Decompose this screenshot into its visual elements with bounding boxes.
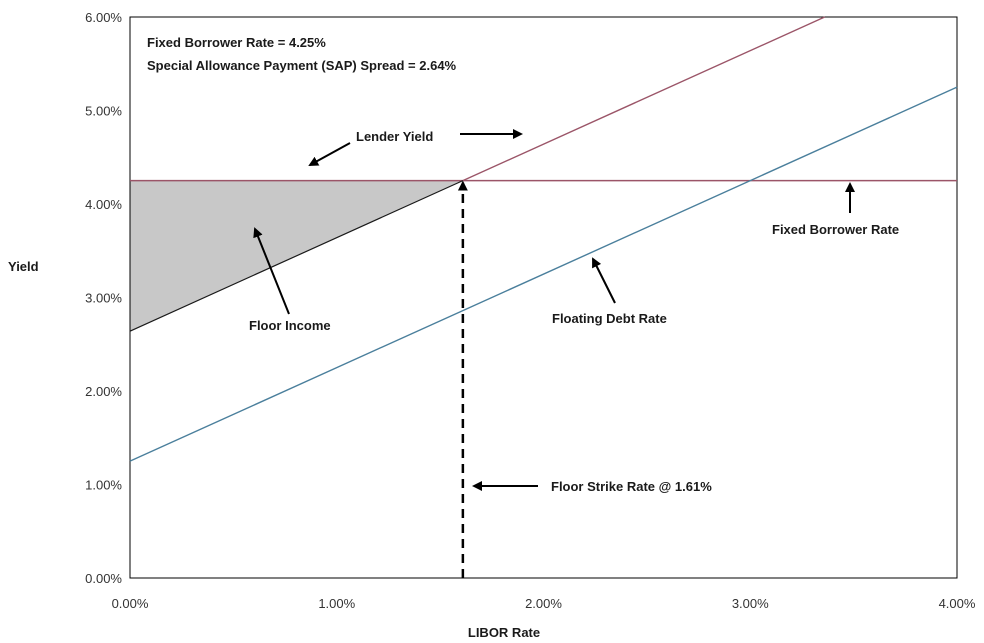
- y-tick-label: 4.00%: [85, 197, 122, 212]
- label-floor-strike-rate: Floor Strike Rate @ 1.61%: [551, 479, 712, 494]
- plot-area-frame: [129, 16, 958, 579]
- info-fixed-borrower-rate: Fixed Borrower Rate = 4.25%: [147, 35, 326, 50]
- x-tick-label: 3.00%: [732, 596, 769, 611]
- info-sap-spread: Special Allowance Payment (SAP) Spread =…: [147, 58, 457, 73]
- y-tick-label: 5.00%: [85, 104, 122, 119]
- y-tick-label: 6.00%: [85, 10, 122, 25]
- arrow-floor-income: [253, 227, 290, 315]
- series-line-lender-yield-below-strike: [129, 180, 464, 332]
- y-tick-label: 3.00%: [85, 291, 122, 306]
- label-floor-income: Floor Income: [249, 318, 331, 333]
- y-axis-title: Yield: [8, 259, 39, 274]
- arrow-floating-debt-rate: [592, 257, 616, 304]
- y-tick-label: 2.00%: [85, 384, 122, 399]
- x-tick-label: 0.00%: [112, 596, 149, 611]
- x-tick-label: 1.00%: [318, 596, 355, 611]
- y-axis-tick-labels: 0.00% 1.00% 2.00% 3.00% 4.00% 5.00% 6.00%: [85, 10, 122, 586]
- series-line-lender-yield-above-strike: [462, 16, 825, 182]
- label-floating-debt-rate: Floating Debt Rate: [552, 311, 667, 326]
- x-axis-title: LIBOR Rate: [468, 625, 540, 640]
- label-lender-yield: Lender Yield: [356, 129, 433, 144]
- series-line-floating-debt-rate: [129, 86, 958, 462]
- y-tick-label: 1.00%: [85, 478, 122, 493]
- x-tick-label: 4.00%: [939, 596, 976, 611]
- arrow-lender-yield-left: [308, 142, 351, 166]
- y-tick-label: 0.00%: [85, 571, 122, 586]
- label-fixed-borrower-rate: Fixed Borrower Rate: [772, 222, 899, 237]
- x-tick-label: 2.00%: [525, 596, 562, 611]
- x-axis-tick-labels: 0.00% 1.00% 2.00% 3.00% 4.00%: [112, 596, 976, 611]
